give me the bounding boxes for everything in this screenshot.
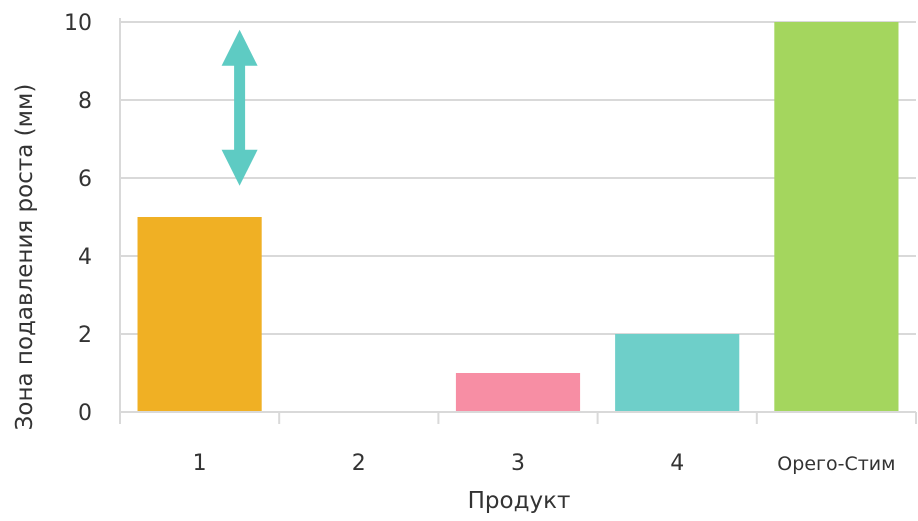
- y-tick-label: 2: [78, 323, 92, 348]
- arrow-head-down: [221, 149, 258, 186]
- x-tick-label: 2: [352, 451, 366, 476]
- y-tick-label: 6: [78, 167, 92, 192]
- y-tick-label: 10: [64, 11, 92, 36]
- bar-4: [615, 334, 740, 412]
- x-tick-label: 4: [670, 451, 684, 476]
- bars: [137, 22, 899, 412]
- y-tick-label: 8: [78, 89, 92, 114]
- y-tick-labels: 0 2 4 6 8 10: [64, 11, 92, 426]
- x-tick-labels: 1 2 3 4 Орего-Стим: [193, 451, 896, 476]
- bar-1: [137, 217, 262, 412]
- bar-Орего-Стим: [774, 22, 899, 412]
- axes: [119, 18, 917, 424]
- y-axis-title: Зона подавления роста (мм): [12, 84, 38, 431]
- arrow-shaft: [234, 63, 246, 152]
- x-axis-title: Продукт: [468, 488, 571, 514]
- y-tick-label: 4: [78, 245, 92, 270]
- x-tick-label: Орего-Стим: [777, 453, 895, 475]
- x-tick-label: 1: [193, 451, 207, 476]
- annotation: [221, 29, 258, 186]
- x-tick-label: 3: [511, 451, 525, 476]
- arrow-head-up: [221, 29, 258, 66]
- y-tick-label: 0: [78, 401, 92, 426]
- bar-3: [455, 373, 581, 412]
